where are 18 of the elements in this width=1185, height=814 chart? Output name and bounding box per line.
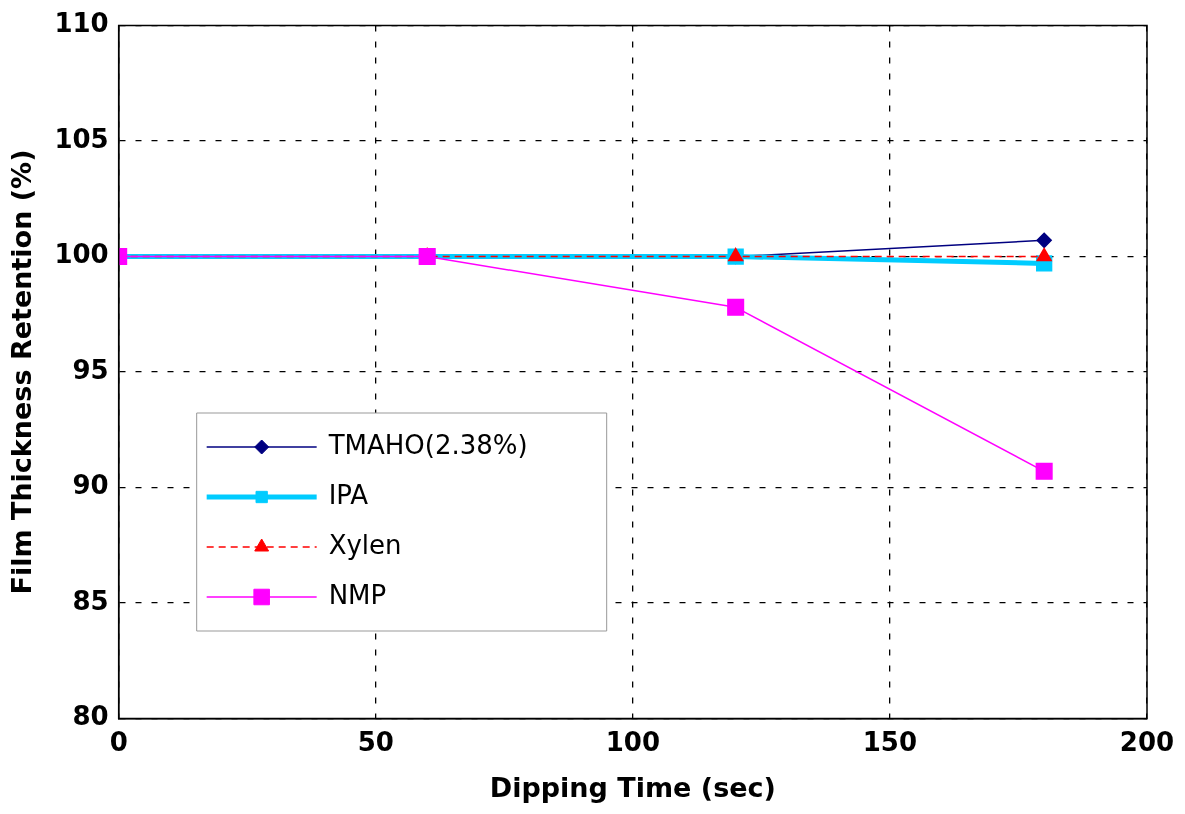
y-tick-label: 105 (54, 123, 109, 154)
legend-label: TMAHO(2.38%) (327, 429, 528, 460)
legend-label: NMP (328, 579, 387, 610)
legend-label: IPA (328, 479, 369, 510)
y-tick-label: 110 (54, 8, 109, 39)
x-tick-label: 50 (357, 726, 394, 757)
x-tick-label: 100 (605, 726, 660, 757)
legend-label: Xylen (328, 529, 402, 560)
y-tick-label: 95 (72, 354, 109, 385)
y-tick-label: 100 (54, 239, 109, 270)
x-axis-title: Dipping Time (sec) (489, 771, 776, 803)
y-axis-title: Film Thickness Retention (%) (6, 149, 38, 595)
y-tick-label: 85 (72, 585, 109, 616)
y-tick-label: 80 (72, 701, 109, 732)
x-tick-label: 0 (109, 726, 128, 757)
y-tick-label: 90 (72, 470, 109, 501)
x-tick-label: 200 (1119, 726, 1175, 757)
x-tick-label: 150 (862, 726, 918, 757)
